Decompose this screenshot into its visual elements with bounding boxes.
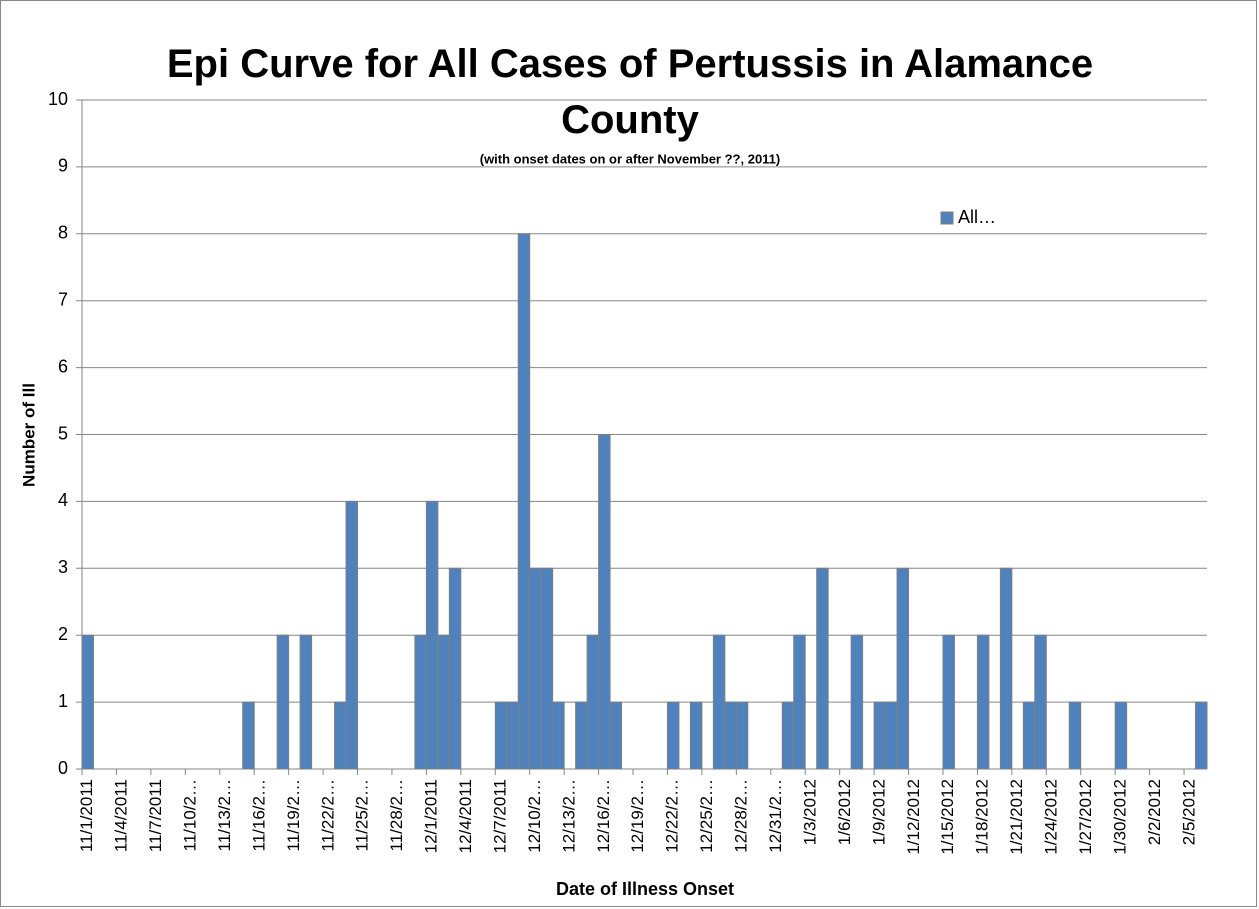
x-tick-label: 11/7/2011 [146, 779, 165, 852]
x-tick-label: 1/12/2012 [904, 779, 923, 855]
bar [942, 634, 955, 770]
x-tick-label: 1/9/2012 [869, 779, 888, 845]
bar [276, 634, 290, 770]
bar [575, 701, 588, 770]
x-tick-label: 12/19/2… [628, 779, 647, 853]
x-tick-label: 12/31/2… [766, 779, 785, 853]
bar [873, 701, 887, 770]
bar [976, 634, 990, 770]
x-tick-label: 1/21/2012 [1007, 779, 1026, 855]
x-tick-label: 12/16/2… [594, 779, 613, 853]
chart-title: Epi Curve for All Cases of Pertussis in … [166, 42, 1094, 142]
bar [735, 701, 749, 770]
x-axis-title: Date of Illness Onset [556, 879, 734, 899]
y-tick-label: 3 [58, 557, 68, 577]
x-tick-label: 11/28/2… [387, 779, 406, 851]
y-tick-label: 0 [58, 758, 68, 778]
x-tick-label: 12/28/2… [732, 779, 751, 853]
x-tick-label: 1/24/2012 [1042, 779, 1061, 855]
x-tick-label: 1/15/2012 [938, 779, 957, 855]
y-tick-label: 5 [58, 423, 68, 443]
x-tick-label: 12/13/2… [559, 779, 578, 853]
y-tick-label: 7 [58, 289, 68, 309]
bar [598, 434, 611, 770]
bar [896, 567, 910, 770]
bar [666, 701, 680, 770]
y-tick-label: 9 [58, 156, 68, 176]
x-tick-label: 11/25/2… [353, 779, 372, 851]
bar [999, 567, 1013, 770]
bar [552, 701, 565, 770]
bar [586, 634, 600, 770]
x-tick-label: 1/3/2012 [800, 779, 819, 845]
bar [781, 701, 795, 770]
bar [712, 634, 726, 770]
x-tick-label: 11/13/2… [215, 779, 234, 851]
bar [540, 567, 554, 770]
x-tick-label: 1/18/2012 [973, 779, 992, 855]
x-tick-label: 1/27/2012 [1076, 779, 1095, 855]
bar [425, 500, 439, 770]
bar [414, 634, 427, 770]
bar [437, 634, 450, 770]
bar [609, 701, 623, 770]
bar [299, 634, 313, 770]
legend-swatch [940, 211, 954, 225]
y-tick-label: 4 [58, 490, 68, 510]
x-tick-label: 1/30/2012 [1110, 779, 1129, 855]
bar [529, 567, 542, 770]
x-tick-label: 2/2/2012 [1145, 779, 1164, 845]
bar [1068, 701, 1082, 770]
bar [793, 634, 806, 770]
x-tick-label: 11/1/2011 [77, 779, 96, 852]
bar [689, 701, 703, 770]
bar [506, 701, 519, 770]
x-tick-label: 12/4/2011 [456, 779, 475, 853]
x-tick-label: 11/22/2… [318, 779, 337, 851]
x-tick-label: 12/1/2011 [422, 779, 441, 853]
y-axis-title: Number of Ill [19, 383, 38, 487]
bar [850, 634, 864, 770]
x-tick-label: 1/6/2012 [835, 779, 854, 845]
bar [494, 701, 508, 770]
bar [816, 567, 829, 770]
bar [242, 701, 255, 770]
y-tick-label: 8 [58, 223, 68, 243]
bar [334, 701, 347, 770]
chart-subtitle: (with onset dates on or after November ?… [480, 151, 781, 166]
y-tick-label: 10 [48, 89, 68, 109]
bar [1022, 701, 1036, 770]
bar [885, 701, 898, 770]
x-tick-label: 11/16/2… [249, 779, 268, 851]
y-tick-label: 6 [58, 356, 68, 376]
y-tick-label: 1 [58, 691, 68, 711]
bar [724, 701, 737, 770]
bar [1114, 701, 1128, 770]
bar [517, 233, 531, 770]
y-tick-label: 2 [58, 624, 68, 644]
x-tick-label: 11/4/2011 [112, 779, 131, 852]
x-tick-label: 12/22/2… [663, 779, 682, 853]
bar [1195, 701, 1208, 770]
bar [81, 634, 94, 770]
bar [1034, 634, 1047, 770]
x-tick-label: 12/25/2… [697, 779, 716, 853]
x-tick-label: 12/7/2011 [490, 779, 509, 853]
x-tick-label: 11/10/2… [181, 779, 200, 851]
legend-label: All… [958, 207, 996, 227]
bar [448, 567, 462, 770]
x-tick-label: 12/10/2… [525, 779, 544, 853]
x-tick-label: 11/19/2… [284, 779, 303, 851]
x-tick-label: 2/5/2012 [1179, 779, 1198, 845]
bar [345, 500, 359, 770]
